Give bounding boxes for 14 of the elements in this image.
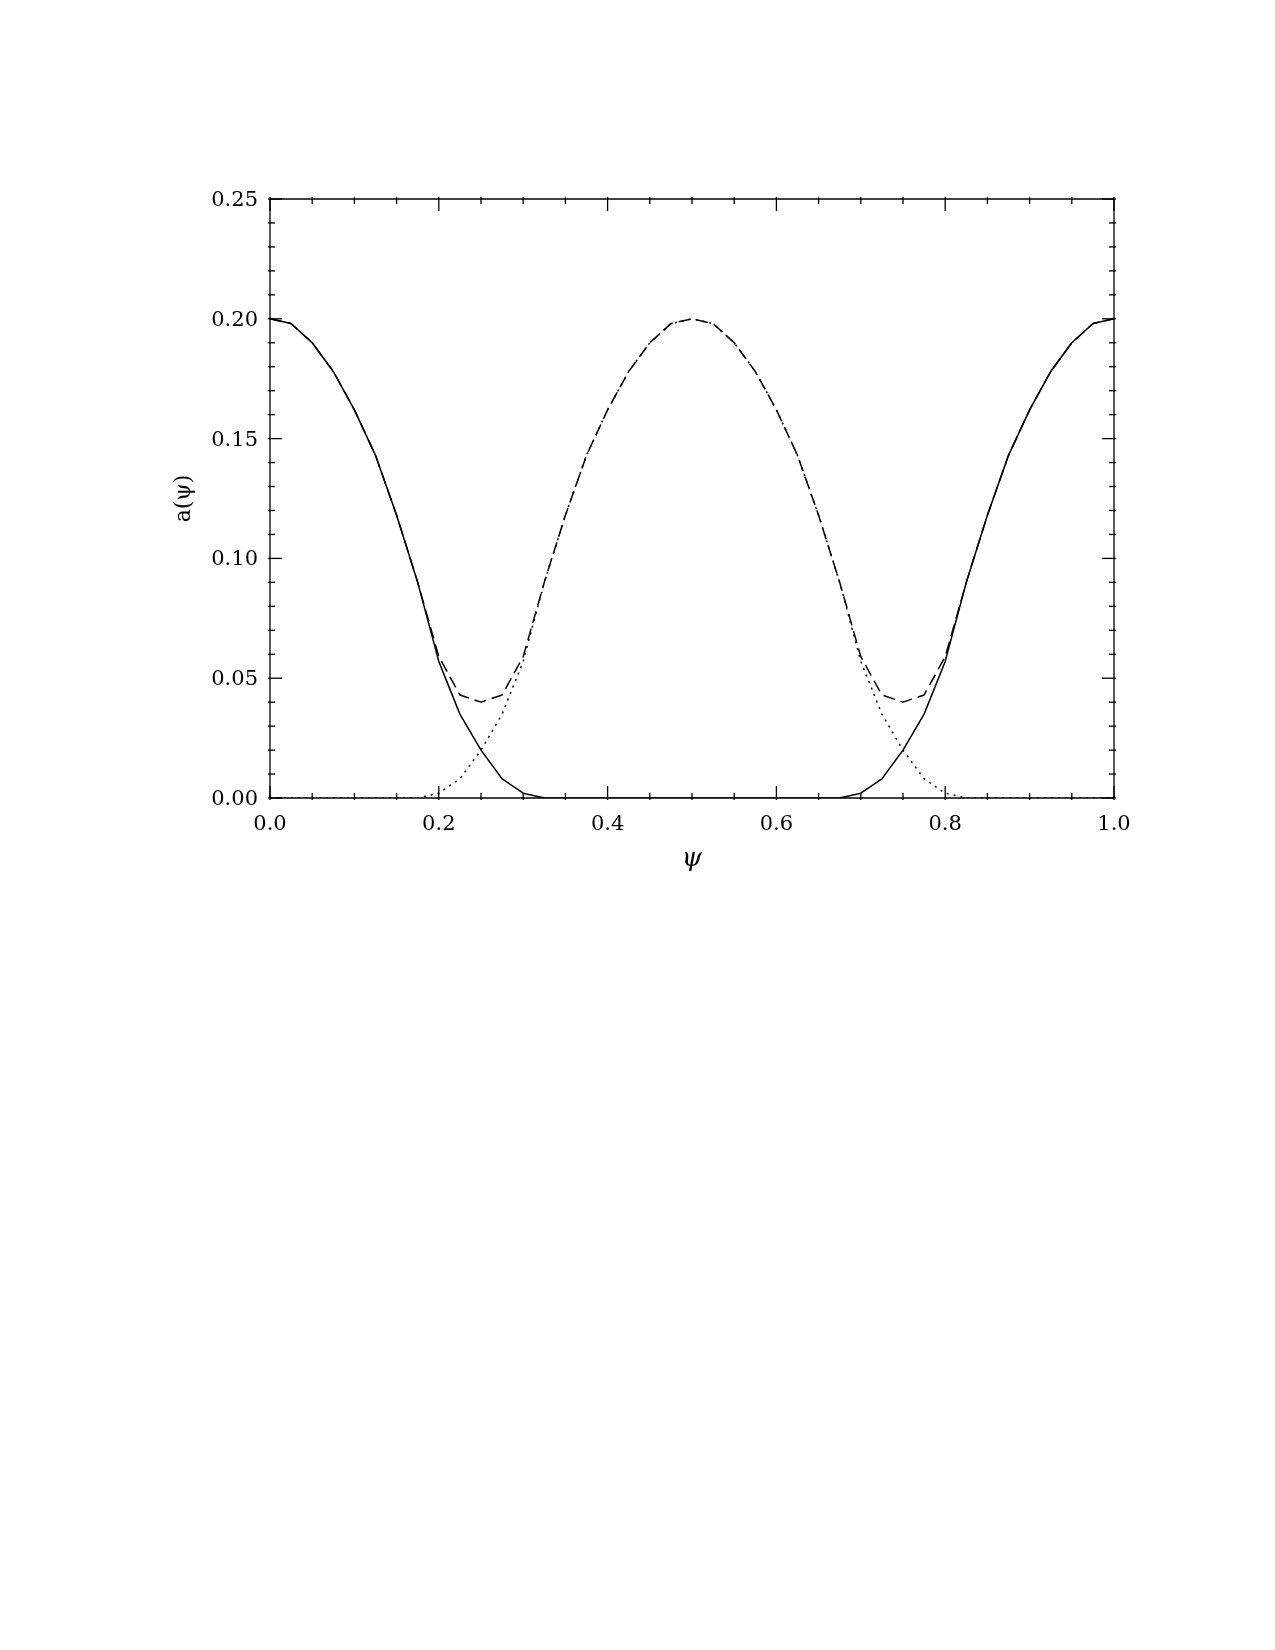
x-tick-label: 0.0 bbox=[253, 811, 287, 835]
y-tick-label: 0.25 bbox=[211, 187, 258, 211]
y-axis-title: a(ψ) bbox=[169, 474, 195, 523]
x-tick-label: 0.2 bbox=[422, 811, 456, 835]
y-tick-label: 0.15 bbox=[211, 426, 258, 451]
x-tick-label: 0.8 bbox=[928, 811, 962, 835]
x-axis-title: ψ bbox=[681, 842, 703, 872]
y-tick-label: 0.20 bbox=[211, 306, 258, 331]
x-tick-label: 0.4 bbox=[590, 811, 625, 835]
x-tick-label: 0.6 bbox=[759, 811, 794, 835]
y-tick-label: 0.10 bbox=[211, 546, 258, 571]
x-tick-label: 1.0 bbox=[1097, 811, 1131, 835]
y-tick-label: 0.00 bbox=[211, 786, 258, 810]
y-tick-label: 0.05 bbox=[211, 666, 258, 691]
